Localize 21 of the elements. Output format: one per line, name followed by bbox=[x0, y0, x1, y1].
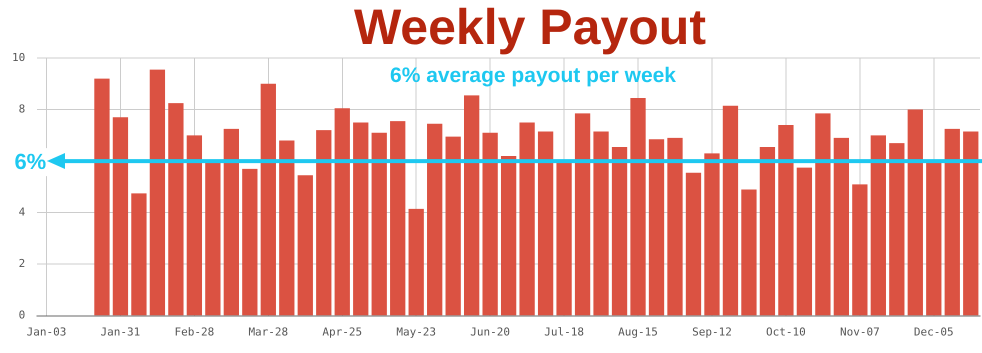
y-tick-label: 4 bbox=[18, 206, 26, 219]
x-tick-label: May-23 bbox=[396, 325, 436, 338]
chart-title: Weekly Payout bbox=[354, 0, 706, 55]
ref-line-label: 6% bbox=[14, 149, 46, 174]
y-tick-label: 0 bbox=[18, 308, 26, 322]
x-tick-label: Jan-03 bbox=[26, 325, 66, 338]
x-tick-label: Aug-15 bbox=[618, 325, 658, 338]
y-tick-label: 8 bbox=[18, 102, 26, 116]
x-tick-label: Mar-28 bbox=[248, 325, 288, 338]
x-tick-label: Oct-10 bbox=[766, 325, 806, 338]
y-tick-label: 10 bbox=[12, 50, 26, 64]
x-tick-label: Sep-12 bbox=[692, 325, 732, 338]
x-tick-label: Feb-28 bbox=[174, 325, 214, 338]
x-tick-label: Dec-05 bbox=[914, 325, 954, 338]
x-tick-label: Nov-07 bbox=[840, 325, 880, 338]
x-tick-label: Jan-31 bbox=[100, 325, 140, 338]
y-tick-label: 2 bbox=[18, 257, 26, 270]
x-tick-label: Jul-18 bbox=[544, 325, 584, 338]
annotation: 6% average payout per week bbox=[390, 64, 676, 87]
x-tick-label: Jun-20 bbox=[470, 325, 510, 338]
x-tick-label: Apr-25 bbox=[322, 325, 362, 338]
